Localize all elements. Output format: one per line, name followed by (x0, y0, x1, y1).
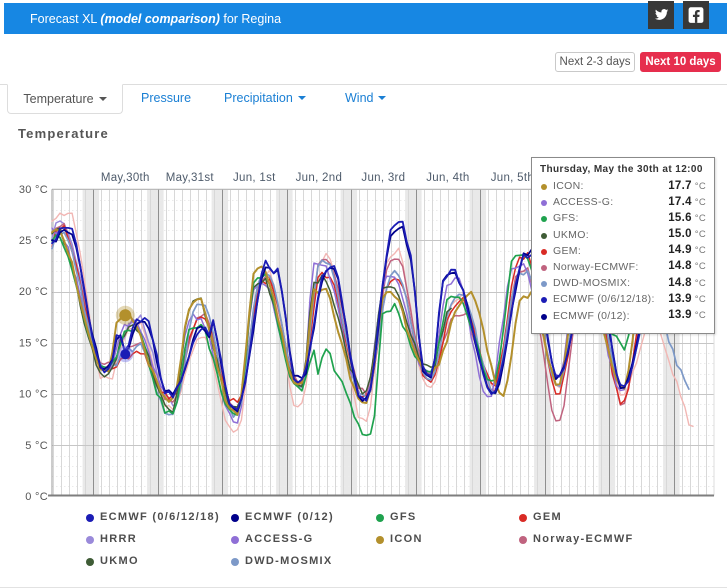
svg-text:10 °C: 10 °C (19, 389, 48, 401)
svg-text:Jun, 5th: Jun, 5th (491, 172, 534, 184)
svg-text:25 °C: 25 °C (19, 235, 48, 247)
svg-text:0 °C: 0 °C (25, 491, 48, 503)
svg-text:Jun, 1st: Jun, 1st (233, 172, 276, 184)
svg-text:30 °C: 30 °C (19, 184, 48, 196)
svg-text:Jun, 3rd: Jun, 3rd (361, 172, 405, 184)
svg-text:Jun, 2nd: Jun, 2nd (296, 172, 343, 184)
svg-text:May,30th: May,30th (101, 172, 150, 184)
svg-text:May,31st: May,31st (166, 172, 215, 184)
svg-text:15 °C: 15 °C (19, 337, 48, 349)
svg-text:20 °C: 20 °C (19, 286, 48, 298)
svg-text:Jun, 4th: Jun, 4th (426, 172, 469, 184)
svg-text:5 °C: 5 °C (25, 440, 48, 452)
